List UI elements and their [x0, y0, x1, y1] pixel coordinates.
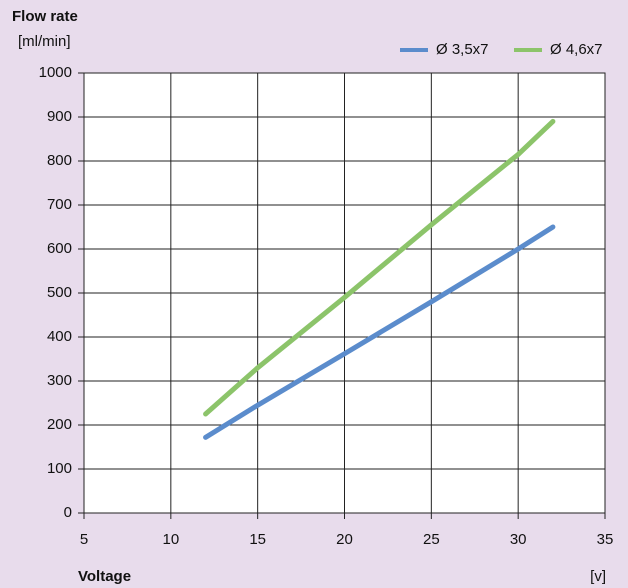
data-line [203, 118, 556, 417]
data-line [203, 224, 556, 440]
x-tick-label: 35 [597, 531, 614, 548]
plot-border [83, 72, 606, 514]
y-tick-label: 1000 [39, 64, 72, 81]
legend-label: Ø 3,5x7 [436, 41, 489, 58]
y-tick-label: 200 [47, 416, 72, 433]
y-tick-label: 700 [47, 196, 72, 213]
y-tick-label: 400 [47, 328, 72, 345]
x-tick-label: 20 [336, 531, 353, 548]
y-tick-label: 100 [47, 460, 72, 477]
y-axis-label: [ml/min] [18, 33, 71, 50]
x-tick-label: 15 [249, 531, 266, 548]
legend-label: Ø 4,6x7 [550, 41, 603, 58]
chart-title: Flow rate [12, 8, 78, 25]
y-tick-label: 800 [47, 152, 72, 169]
x-axis-unit: [v] [590, 568, 606, 585]
x-axis-label: Voltage [78, 568, 131, 585]
y-tick-label: 500 [47, 284, 72, 301]
y-tick-label: 600 [47, 240, 72, 257]
y-tick-label: 900 [47, 108, 72, 125]
y-tick-label: 300 [47, 372, 72, 389]
x-tick-label: 30 [510, 531, 527, 548]
x-tick-label: 5 [80, 531, 88, 548]
y-tick-label: 0 [64, 504, 72, 521]
x-tick-label: 10 [162, 531, 179, 548]
x-tick-label: 25 [423, 531, 440, 548]
